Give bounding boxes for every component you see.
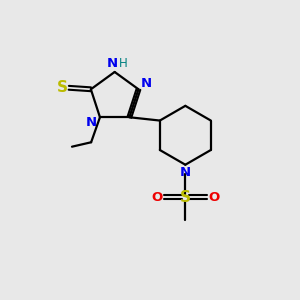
Text: S: S (180, 190, 191, 205)
Text: N: N (180, 167, 191, 179)
Text: N: N (86, 116, 97, 129)
Text: H: H (118, 57, 127, 70)
Text: O: O (151, 190, 162, 204)
Text: N: N (107, 57, 118, 70)
Text: N: N (141, 77, 152, 91)
Text: O: O (208, 190, 220, 204)
Text: S: S (57, 80, 68, 95)
